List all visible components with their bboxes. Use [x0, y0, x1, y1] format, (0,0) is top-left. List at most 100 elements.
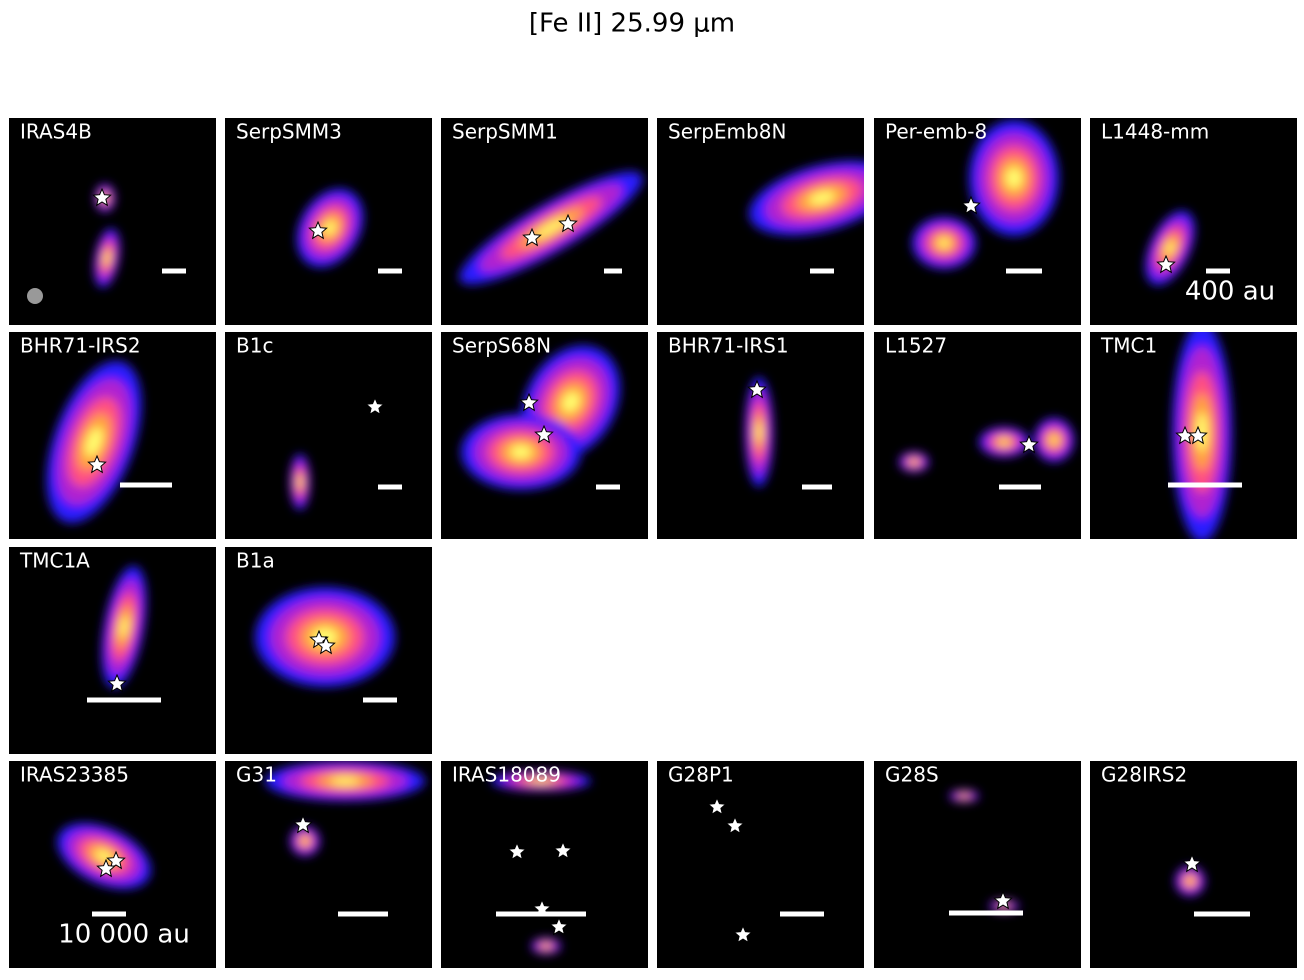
scale-bar	[1168, 482, 1242, 488]
panel-background	[9, 118, 216, 325]
emission-blob	[119, 615, 129, 639]
emission	[290, 454, 310, 510]
panel-label: G28S	[885, 763, 939, 787]
panel: G28P1	[657, 761, 864, 968]
panel-background	[225, 332, 432, 539]
scale-bar	[92, 911, 126, 917]
scale-bar	[120, 482, 172, 488]
panel-label: B1a	[236, 549, 275, 573]
panel: IRAS4B	[9, 118, 216, 325]
source-star	[993, 890, 1013, 910]
panel: B1c	[225, 332, 432, 539]
source-star	[725, 815, 745, 835]
panel-background	[874, 761, 1081, 968]
emission-blob	[85, 427, 103, 457]
source-star	[107, 673, 127, 693]
scale-bar	[1006, 268, 1042, 274]
source-star	[106, 850, 126, 870]
emission	[459, 171, 643, 285]
panel-label: TMC1	[1100, 334, 1157, 358]
source-star	[507, 841, 527, 861]
emission	[265, 761, 425, 856]
panel: SerpSMM1	[441, 118, 648, 325]
panel-background	[441, 761, 648, 968]
emission-blob	[323, 220, 337, 236]
emission-blob	[911, 460, 917, 464]
source-star	[733, 924, 753, 944]
figure-title: [Fe II] 25.99 μm	[529, 9, 735, 39]
scale-bar	[338, 911, 388, 917]
scale-bar	[162, 268, 186, 274]
emission-blob	[543, 944, 549, 948]
panel-label: SerpS68N	[452, 334, 551, 358]
source-star	[707, 796, 727, 816]
panel-label: Per-emb-8	[885, 120, 987, 144]
emission-blob	[104, 252, 110, 264]
source-star	[316, 635, 336, 655]
emission	[1172, 332, 1232, 539]
panel-label: BHR71-IRS2	[20, 334, 141, 358]
panel: G28S	[874, 761, 1081, 968]
emission-blob	[534, 217, 568, 239]
scale-bar	[596, 484, 620, 490]
scale-bar	[810, 268, 834, 274]
panel: IRAS18089	[441, 761, 648, 968]
panel-background	[657, 761, 864, 968]
source-star	[549, 916, 569, 936]
source-star	[96, 858, 116, 878]
panel: G28IRS2	[1090, 761, 1297, 968]
emission	[1175, 866, 1205, 896]
scale-bar	[378, 268, 402, 274]
scale-bar	[949, 910, 1023, 916]
emission-blob	[1196, 412, 1208, 452]
emission	[101, 565, 147, 689]
emission	[912, 120, 1059, 269]
scale-bar	[999, 484, 1041, 490]
panel: B1a	[225, 547, 432, 754]
panel-label: G31	[236, 763, 277, 787]
emission-blob	[756, 422, 762, 442]
emission-blob	[999, 439, 1009, 445]
source-star	[1019, 434, 1039, 454]
panel-label: SerpSMM1	[452, 120, 558, 144]
panel: Per-emb-8	[874, 118, 1081, 325]
scale-bar	[1194, 911, 1250, 917]
panel-label: IRAS18089	[452, 763, 561, 787]
source-star	[522, 227, 542, 247]
emission-blob	[302, 838, 308, 844]
source-star	[558, 213, 578, 233]
scale-bar	[604, 268, 622, 274]
emission-blob	[1005, 167, 1023, 189]
panel-label: IRAS23385	[20, 763, 129, 787]
panel: BHR71-IRS1	[657, 332, 864, 539]
scale-bar	[363, 697, 397, 703]
source-star	[961, 195, 981, 215]
source-star	[747, 379, 767, 399]
scale-label: 400 au	[1185, 277, 1275, 307]
panel-label: B1c	[236, 334, 273, 358]
scale-bar	[780, 911, 824, 917]
source-star	[92, 187, 112, 207]
emission-blob	[532, 779, 550, 783]
scale-label: 10 000 au	[58, 920, 190, 950]
panel: TMC1A	[9, 547, 216, 754]
source-star	[534, 424, 554, 444]
source-star	[365, 396, 385, 416]
emission-blob	[961, 794, 967, 798]
panel: SerpSMM3	[225, 118, 432, 325]
panel: SerpEmb8N	[657, 118, 864, 325]
panel-label: SerpEmb8N	[668, 120, 786, 144]
panel: L1448-mm 400 au	[1090, 118, 1297, 325]
source-star	[1188, 425, 1208, 445]
emission	[491, 771, 591, 954]
emission-blob	[1050, 436, 1058, 444]
scale-bar	[496, 911, 586, 917]
panel-label: SerpSMM3	[236, 120, 342, 144]
beam	[27, 288, 43, 304]
emission-blob	[330, 777, 360, 785]
emission-blob	[510, 445, 532, 459]
emission-blob	[808, 191, 836, 205]
emission	[745, 377, 773, 487]
source-star	[1182, 853, 1202, 873]
